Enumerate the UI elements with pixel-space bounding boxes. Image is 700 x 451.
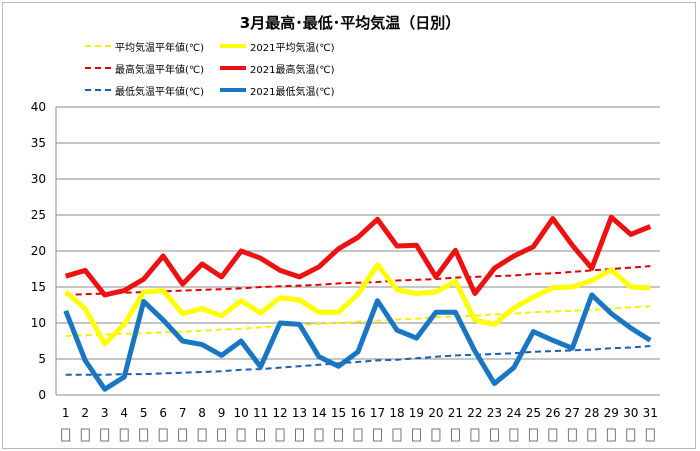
x-tick-unit-box xyxy=(392,428,402,442)
x-tick-unit-box xyxy=(509,428,519,442)
y-tick-label: 40 xyxy=(31,100,46,114)
x-tick-unit-box xyxy=(626,428,636,442)
x-tick-unit-box xyxy=(334,428,343,442)
x-tick-label: 16 xyxy=(350,406,365,420)
legend-label-avg-normal: 平均気温平年値(℃) xyxy=(115,43,205,54)
x-tick-label: 3 xyxy=(101,406,109,420)
x-tick-unit-box xyxy=(217,428,227,442)
x-tick-label: 8 xyxy=(198,406,206,420)
series-line-4 xyxy=(65,345,651,376)
x-tick-unit-box xyxy=(256,428,265,442)
x-tick-label: 2 xyxy=(81,406,89,420)
x-tick-label: 26 xyxy=(545,406,560,420)
x-tick-unit-box xyxy=(295,428,304,442)
x-tick-unit-box xyxy=(353,428,363,442)
x-tick-label: 6 xyxy=(159,406,167,420)
legend-label-avg-2021: 2021平均気温(℃) xyxy=(250,43,335,54)
x-tick-label: 17 xyxy=(370,406,385,420)
series-line-5 xyxy=(63,292,652,392)
chart-title: 3月最高･最低･平均気温（日別） xyxy=(239,14,461,32)
y-tick-label: 35 xyxy=(31,136,46,150)
x-tick-unit-box xyxy=(236,428,246,442)
x-tick-label: 25 xyxy=(526,406,541,420)
x-tick-unit-box xyxy=(548,428,558,442)
x-tick-label: 24 xyxy=(506,406,521,420)
x-tick-label: 31 xyxy=(643,406,658,420)
x-tick-label: 11 xyxy=(253,406,268,420)
x-tick-label: 21 xyxy=(448,406,463,420)
x-tick-label: 30 xyxy=(623,406,638,420)
x-tick-label: 20 xyxy=(428,406,443,420)
y-tick-label: 0 xyxy=(38,388,46,402)
x-tick-label: 15 xyxy=(331,406,346,420)
legend-label-max-normal: 最高気温平年値(℃) xyxy=(115,65,205,76)
x-tick-unit-box xyxy=(197,428,207,442)
x-tick-label: 22 xyxy=(467,406,482,420)
x-tick-label: 27 xyxy=(565,406,580,420)
y-tick-label: 15 xyxy=(31,280,46,294)
x-tick-label: 4 xyxy=(120,406,128,420)
series-line-3 xyxy=(64,214,652,298)
x-tick-label: 5 xyxy=(140,406,148,420)
x-tick-unit-box xyxy=(139,428,149,442)
legend-label-min-2021: 2021最低気温(℃) xyxy=(250,87,335,98)
x-tick-unit-box xyxy=(80,428,90,442)
legend-swatch-avg-normal xyxy=(85,45,111,47)
x-tick-unit-box xyxy=(645,428,655,442)
legend-swatch-avg-2021 xyxy=(220,44,246,48)
legend-swatch-max-normal xyxy=(85,67,111,69)
x-tick-label: 14 xyxy=(311,406,326,420)
x-tick-unit-box xyxy=(587,428,597,442)
x-tick-unit-box xyxy=(158,428,168,442)
x-tick-unit-box xyxy=(451,428,460,442)
x-tick-unit-box xyxy=(567,428,577,442)
x-tick-label: 23 xyxy=(487,406,502,420)
x-tick-unit-box xyxy=(489,428,499,442)
x-tick-unit-box xyxy=(528,428,538,442)
legend-label-min-normal: 最低気温平年値(℃) xyxy=(115,87,205,98)
y-tick-label: 5 xyxy=(38,352,46,366)
x-tick-unit-box xyxy=(275,428,285,442)
x-tick-unit-box xyxy=(178,428,188,442)
x-tick-unit-box xyxy=(314,428,324,442)
x-tick-unit-box xyxy=(100,428,110,442)
x-tick-label: 12 xyxy=(272,406,287,420)
x-tick-unit-box xyxy=(606,428,616,442)
x-tick-label: 1 xyxy=(62,406,70,420)
y-tick-label: 10 xyxy=(31,316,46,330)
x-tick-label: 29 xyxy=(604,406,619,420)
series-line-1 xyxy=(64,262,651,347)
y-tick-label: 25 xyxy=(31,208,46,222)
legend-swatch-min-normal xyxy=(85,89,111,91)
x-tick-unit-box xyxy=(431,428,441,442)
x-tick-label: 19 xyxy=(409,406,424,420)
legend-swatch-max-2021 xyxy=(220,66,246,70)
legend: 平均気温平年値(℃) 2021平均気温(℃) 最高気温平年値(℃) 2021最高… xyxy=(3,3,695,103)
x-tick-label: 7 xyxy=(179,406,187,420)
legend-label-max-2021: 2021最高気温(℃) xyxy=(250,65,335,76)
y-tick-label: 30 xyxy=(31,172,46,186)
x-tick-label: 13 xyxy=(292,406,307,420)
series-line-0 xyxy=(65,305,651,337)
series-line-2 xyxy=(65,265,651,296)
x-tick-unit-box xyxy=(412,428,421,442)
x-tick-label: 9 xyxy=(218,406,226,420)
x-tick-unit-box xyxy=(373,428,382,442)
legend-swatch-min-2021 xyxy=(220,88,246,92)
x-tick-unit-box xyxy=(119,428,129,442)
y-tick-label: 20 xyxy=(31,244,46,258)
x-tick-label: 18 xyxy=(389,406,404,420)
x-tick-unit-box xyxy=(61,428,71,442)
x-tick-unit-box xyxy=(470,428,480,442)
x-tick-label: 28 xyxy=(584,406,599,420)
x-tick-label: 10 xyxy=(233,406,248,420)
